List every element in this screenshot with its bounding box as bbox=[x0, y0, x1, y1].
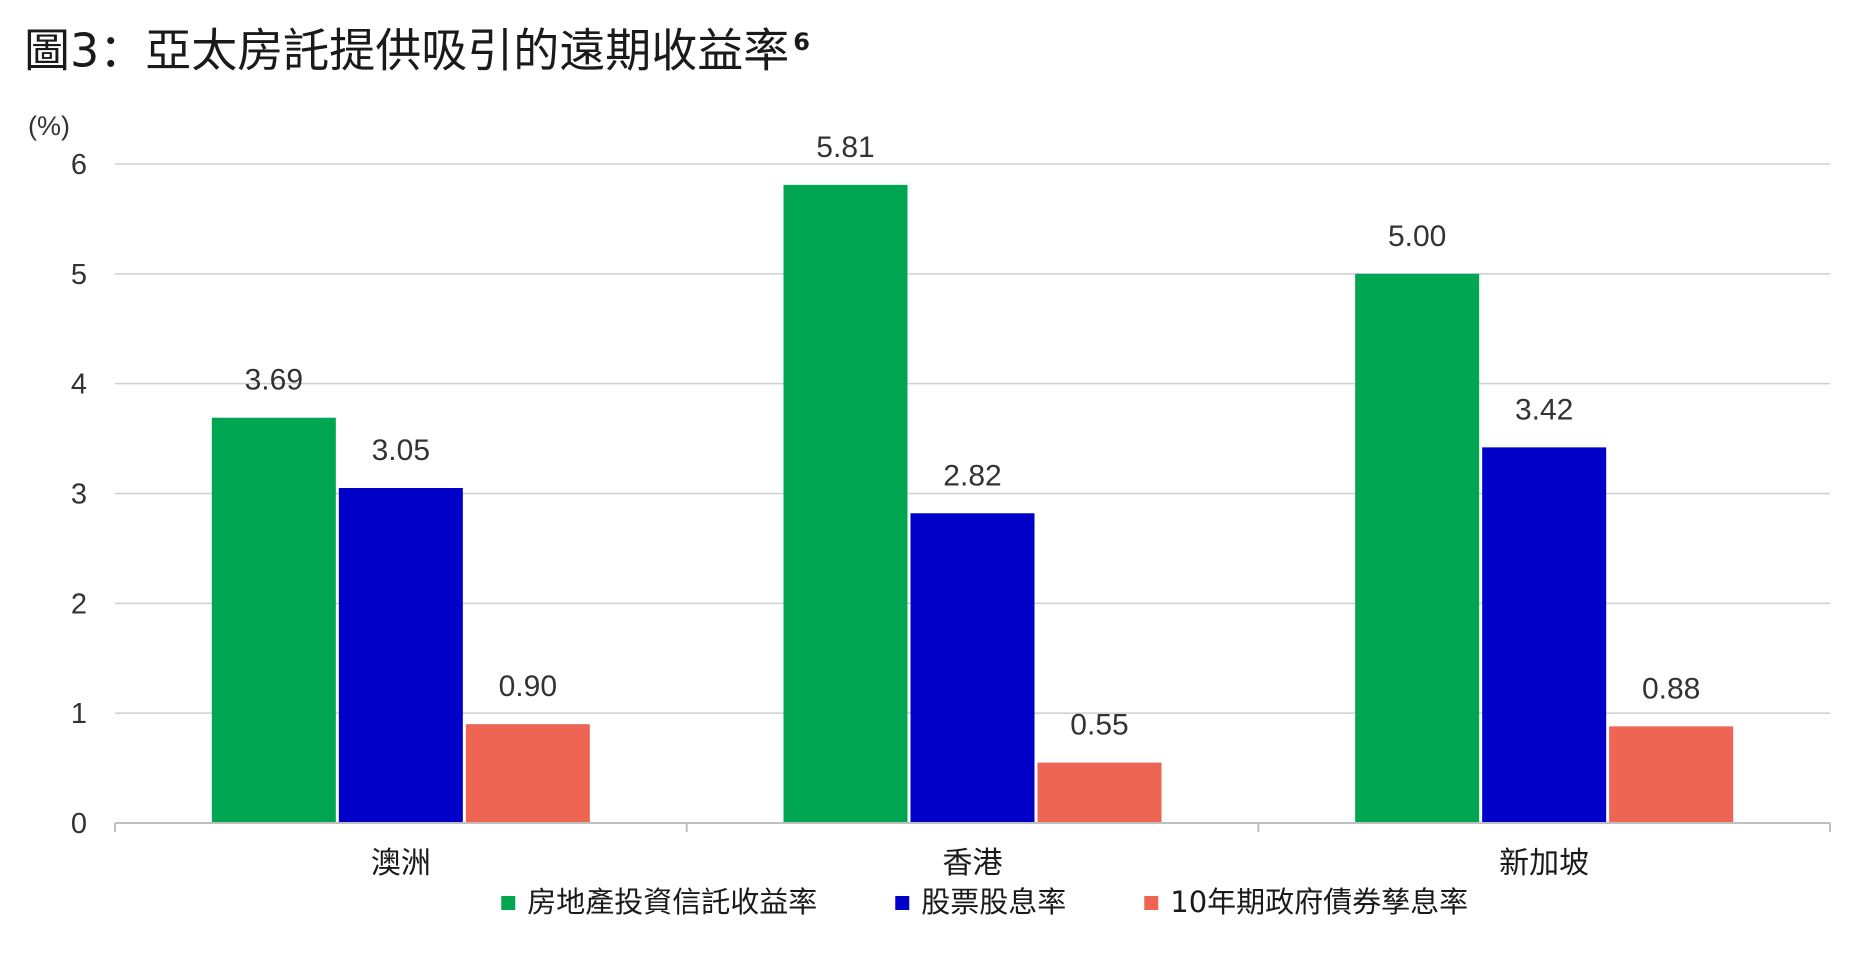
y-tick-label: 4 bbox=[71, 369, 87, 401]
y-tick-label: 5 bbox=[71, 259, 87, 291]
legend: 房地產投資信託收益率 股票股息率 10年期政府債券孳息率 bbox=[501, 885, 1468, 919]
data-label: 0.55 bbox=[1070, 709, 1128, 742]
bar bbox=[338, 488, 463, 823]
bar bbox=[1482, 447, 1607, 823]
y-tick-label: 3 bbox=[71, 479, 87, 511]
y-tick-label: 6 bbox=[71, 149, 87, 181]
bar bbox=[1609, 726, 1734, 823]
legend-label: 房地產投資信託收益率 bbox=[527, 885, 817, 919]
y-tick-label: 1 bbox=[71, 698, 87, 730]
y-axis-unit-label: (%) bbox=[28, 111, 70, 141]
legend-swatch bbox=[501, 896, 516, 910]
legend-label: 股票股息率 bbox=[921, 885, 1066, 919]
data-label: 2.82 bbox=[943, 459, 1001, 492]
data-label: 0.88 bbox=[1642, 672, 1700, 705]
x-category-label: 澳洲 bbox=[371, 846, 431, 881]
bar bbox=[211, 417, 336, 823]
data-label: 5.81 bbox=[816, 131, 874, 164]
bar bbox=[783, 184, 908, 823]
x-category-label: 新加坡 bbox=[1499, 846, 1589, 881]
title-footnote: 6 bbox=[793, 28, 810, 56]
x-axis: 澳洲 香港 新加坡 bbox=[114, 822, 1831, 881]
bars: 3.69 3.05 0.90 5.81 2.82 0.55 5.00 3.42 0.88 bbox=[211, 131, 1734, 823]
y-axis-ticks: 0 1 2 3 4 5 6 bbox=[71, 149, 87, 840]
chart-title: 圖3：亞太房託提供吸引的遠期收益率 6 bbox=[24, 14, 810, 78]
x-category-label: 香港 bbox=[943, 846, 1003, 881]
legend-swatch bbox=[895, 896, 910, 910]
y-tick-label: 2 bbox=[71, 588, 87, 620]
bar bbox=[465, 724, 590, 823]
data-label: 3.05 bbox=[372, 434, 430, 467]
chart-title-text: 圖3：亞太房託提供吸引的遠期收益率 bbox=[24, 23, 790, 78]
legend-swatch bbox=[1144, 896, 1159, 910]
bar bbox=[1355, 273, 1480, 823]
bar bbox=[1037, 762, 1162, 823]
bar bbox=[910, 513, 1035, 823]
data-label: 0.90 bbox=[499, 670, 557, 703]
data-label: 5.00 bbox=[1388, 220, 1446, 253]
y-tick-label: 0 bbox=[71, 808, 87, 840]
data-label: 3.69 bbox=[245, 364, 303, 397]
data-label: 3.42 bbox=[1515, 393, 1573, 426]
legend-label: 10年期政府債券孳息率 bbox=[1170, 885, 1468, 919]
